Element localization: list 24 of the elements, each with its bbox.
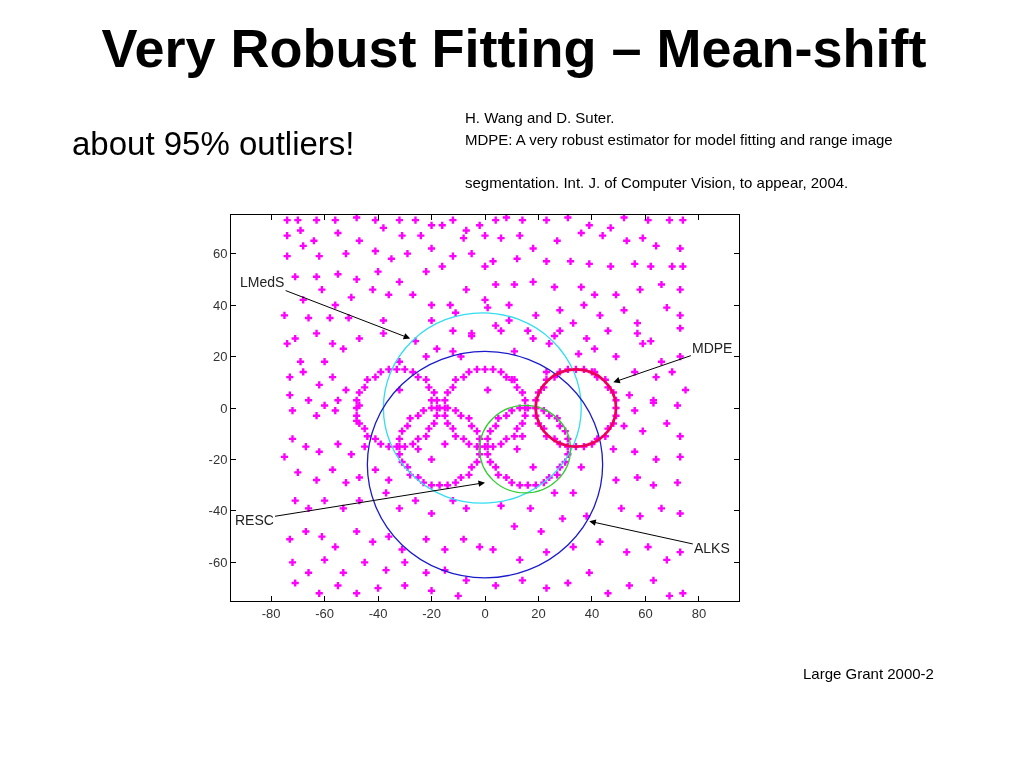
y-tick-label: -40 [208, 503, 228, 519]
y-tick-label: 60 [212, 246, 228, 262]
chart-title: Very Robust Fitting – Mean-shift [101, 17, 927, 78]
x-tick-label: -20 [422, 605, 441, 621]
text: Large Grant 2000-2 [803, 665, 934, 682]
annotation: MDPE [692, 340, 733, 356]
x-tick-label: -80 [261, 605, 281, 621]
annotation: ALKS [694, 540, 730, 556]
x-tick-label: 20 [531, 605, 546, 621]
x-tick-label: -40 [368, 605, 388, 621]
y-tick-label: 20 [212, 349, 228, 365]
x-tick-label: 40 [584, 605, 600, 621]
annotation: LMedS [240, 274, 285, 290]
text: H. Wang and D. Suter. MDPE: A very robust estimator for model fitting and range image segmentation. Int. J. of Computer Vision, to appear, 2004. [465, 109, 893, 191]
x-tick-label: 0 [481, 605, 489, 621]
chart-subtitle: about 95% outliers! [72, 125, 355, 162]
y-tick-label: -20 [208, 452, 228, 468]
annotation: RESC [235, 512, 274, 528]
x-tick-label: 80 [691, 605, 707, 621]
y-tick-label: -60 [208, 554, 228, 570]
y-tick-label: 0 [220, 400, 228, 416]
x-tick-label: -60 [315, 605, 334, 621]
x-tick-label: 60 [638, 605, 653, 621]
y-tick-label: 40 [212, 297, 228, 313]
